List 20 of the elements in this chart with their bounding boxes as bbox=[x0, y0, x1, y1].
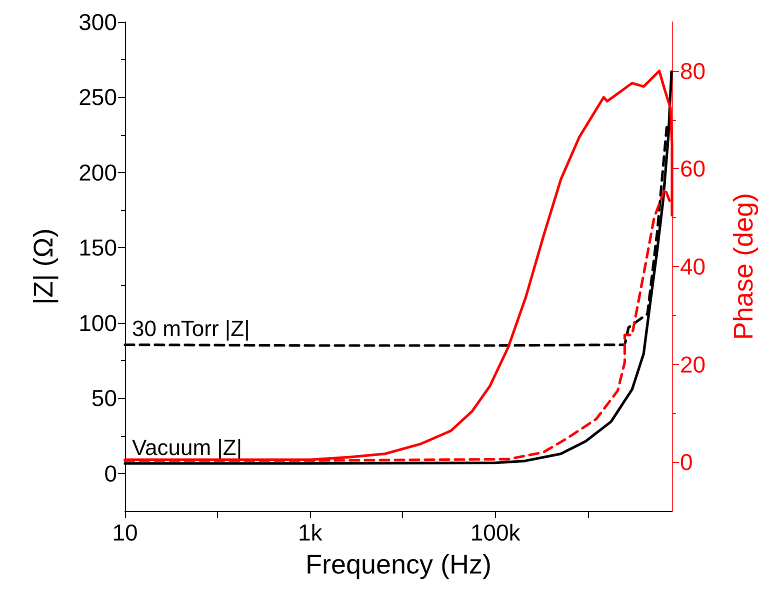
x-tick-label: 100k bbox=[470, 520, 521, 546]
y-tick-label: 100 bbox=[78, 310, 117, 336]
y2-tick-label: 0 bbox=[680, 449, 693, 476]
y2-tick-label: 40 bbox=[680, 254, 706, 280]
y-tick-label: 200 bbox=[78, 159, 117, 186]
x-axis-title: Frequency (Hz) bbox=[305, 550, 492, 580]
y2-tick-label: 20 bbox=[680, 351, 706, 378]
annotation: Vacuum |Z| bbox=[132, 434, 242, 460]
x-tick-label: 1k bbox=[298, 520, 323, 546]
y2-tick-label: 60 bbox=[680, 156, 706, 182]
annotation: 30 mTorr |Z| bbox=[132, 316, 250, 342]
y-tick-label: 300 bbox=[78, 9, 117, 35]
y2-tick-label: 80 bbox=[680, 58, 706, 84]
y-tick-label: 0 bbox=[104, 460, 117, 486]
y-axis-title: |Z| (Ω) bbox=[28, 228, 58, 305]
x-tick-label: 10 bbox=[112, 520, 138, 546]
y-tick-label: 50 bbox=[91, 385, 117, 412]
y-tick-label: 250 bbox=[78, 84, 117, 110]
y2-axis-title: Phase (deg) bbox=[728, 192, 758, 340]
y-tick-label: 150 bbox=[78, 234, 117, 261]
